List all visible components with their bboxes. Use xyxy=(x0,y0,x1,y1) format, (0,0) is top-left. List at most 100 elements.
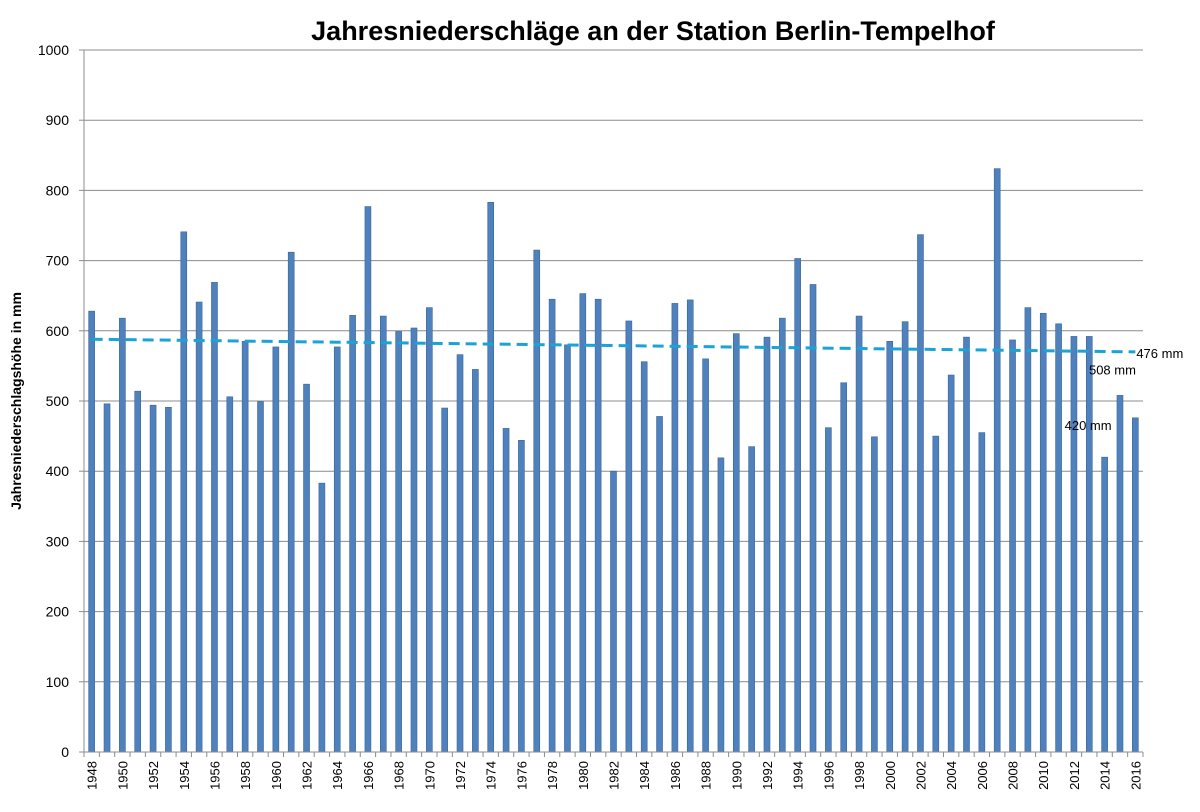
x-tick-label: 2008 xyxy=(1006,761,1021,790)
x-tick-label: 1998 xyxy=(852,761,867,790)
x-tick-label: 1964 xyxy=(330,761,345,790)
bar-1992 xyxy=(763,336,771,753)
bar-1975 xyxy=(502,428,510,753)
bar-1967 xyxy=(379,315,387,753)
bars xyxy=(88,168,1139,753)
y-tick-label: 100 xyxy=(46,674,70,690)
x-tick-label: 1950 xyxy=(115,761,130,790)
y-tick-label: 1000 xyxy=(38,42,69,58)
trendline xyxy=(91,337,1136,354)
bar-1979 xyxy=(564,344,571,753)
bar-1952 xyxy=(149,404,157,753)
bar-2008 xyxy=(1009,339,1016,753)
bar-1993 xyxy=(779,317,786,753)
x-tick-label: 1978 xyxy=(545,761,560,790)
bar-1990 xyxy=(732,333,740,753)
y-tick-label: 500 xyxy=(46,393,70,409)
y-axis-ticks: 0 100 200 300 400 500 600 700 800 900 1000 xyxy=(38,42,84,760)
bar-1969 xyxy=(410,327,418,753)
bar-1953 xyxy=(165,407,172,753)
y-tick-label: 0 xyxy=(61,744,69,760)
bar-1991 xyxy=(748,446,755,753)
bar-2012 xyxy=(1070,336,1078,753)
bar-1985 xyxy=(656,416,663,753)
bar-1988 xyxy=(702,358,709,753)
y-axis-label: Jahresniederschlagshöhe in mm xyxy=(8,292,24,510)
bar-1994 xyxy=(794,258,801,753)
bar-1981 xyxy=(594,298,602,753)
bar-2003 xyxy=(932,435,940,753)
axes xyxy=(83,50,1143,753)
bar-2001 xyxy=(901,321,909,753)
bar-1968 xyxy=(395,331,402,753)
y-tick-label: 800 xyxy=(46,182,70,198)
x-tick-label: 1980 xyxy=(576,761,591,790)
bar-1962 xyxy=(303,383,310,753)
bar-1965 xyxy=(349,315,356,753)
bar-1966 xyxy=(364,206,372,753)
bar-1949 xyxy=(103,403,111,753)
bar-1987 xyxy=(686,299,694,753)
bar-1957 xyxy=(226,396,234,753)
bar-2006 xyxy=(978,432,986,753)
y-tick-label: 700 xyxy=(46,253,70,269)
x-tick-label: 1988 xyxy=(699,761,714,790)
bar-1964 xyxy=(333,346,341,753)
x-tick-label: 1982 xyxy=(607,761,622,790)
bar-1982 xyxy=(610,470,617,753)
bar-2014 xyxy=(1101,456,1108,753)
data-label-2015: 508 mm xyxy=(1089,362,1136,377)
x-tick-label: 1990 xyxy=(729,761,744,790)
bar-2007 xyxy=(993,168,1001,753)
x-tick-label: 2012 xyxy=(1067,761,1082,790)
bar-1961 xyxy=(287,251,295,753)
bar-2015 xyxy=(1116,395,1124,753)
bar-1998 xyxy=(855,315,863,753)
bar-1970 xyxy=(426,307,433,753)
x-tick-label: 1968 xyxy=(392,761,407,790)
bar-1972 xyxy=(456,354,464,753)
bar-1954 xyxy=(180,231,188,753)
x-tick-label: 2004 xyxy=(944,761,959,790)
x-axis-ticks: 1948 1950 1952 1954 1956 1958 1960 1962 1964 1966… xyxy=(83,752,1144,790)
bar-1955 xyxy=(195,301,203,753)
y-tick-label: 300 xyxy=(46,533,70,549)
bar-1971 xyxy=(441,407,448,753)
bar-1959 xyxy=(257,401,264,753)
bar-2000 xyxy=(886,341,894,753)
bar-1960 xyxy=(272,346,280,753)
bar-2010 xyxy=(1039,312,1047,753)
data-label-2014: 420 mm xyxy=(1065,418,1112,433)
bar-1983 xyxy=(625,320,633,753)
x-tick-label: 1992 xyxy=(760,761,775,790)
x-tick-label: 2000 xyxy=(883,761,898,790)
x-tick-label: 1976 xyxy=(514,761,529,790)
x-tick-label: 1954 xyxy=(177,761,192,790)
bar-1950 xyxy=(119,317,126,753)
y-tick-label: 400 xyxy=(46,463,70,479)
bar-1948 xyxy=(88,310,95,753)
y-tick-label: 600 xyxy=(46,323,70,339)
x-tick-label: 1972 xyxy=(453,761,468,790)
bar-1974 xyxy=(487,202,495,753)
trend-line xyxy=(91,337,1136,354)
bar-2009 xyxy=(1024,307,1032,753)
bar-1995 xyxy=(809,284,817,753)
x-tick-label: 2016 xyxy=(1128,761,1143,790)
x-tick-label: 1994 xyxy=(791,761,806,790)
y-tick-label: 200 xyxy=(46,604,70,620)
bar-1989 xyxy=(717,457,725,753)
bar-1978 xyxy=(548,298,556,753)
bar-1956 xyxy=(211,282,218,753)
x-tick-label: 1962 xyxy=(300,761,315,790)
x-tick-label: 2010 xyxy=(1036,761,1051,790)
x-tick-label: 2014 xyxy=(1098,761,1113,790)
x-tick-label: 1974 xyxy=(484,761,499,790)
x-tick-label: 1970 xyxy=(422,761,437,790)
bar-1951 xyxy=(134,390,142,753)
bar-2004 xyxy=(947,374,955,753)
data-label-2016: 476 mm xyxy=(1136,346,1183,361)
bar-1986 xyxy=(671,303,679,753)
bar-1996 xyxy=(825,427,832,753)
